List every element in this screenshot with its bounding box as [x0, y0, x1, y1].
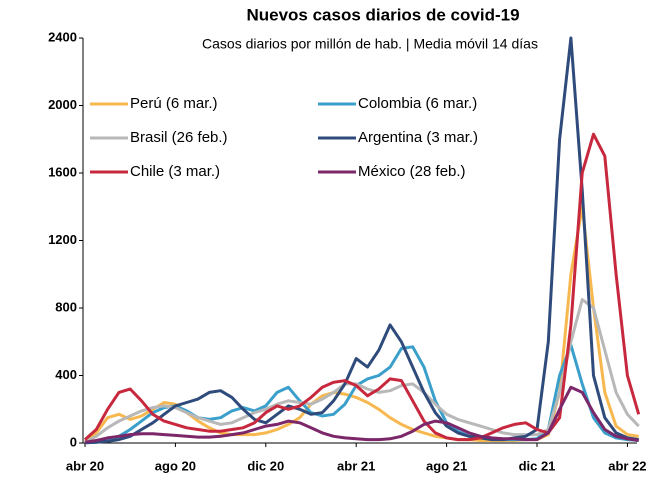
series-line [84, 298, 640, 444]
y-tick-label: 1200 [48, 232, 77, 247]
x-tick-label: ago 20 [155, 458, 196, 473]
x-tick-label: dic 20 [247, 458, 284, 473]
y-tick-label: 400 [55, 367, 77, 382]
chart-title: Nuevos casos diarios de covid-19 [246, 5, 519, 24]
x-tick-label: abr 21 [337, 458, 375, 473]
y-tick-label: 800 [55, 299, 77, 314]
legend-label: Brasil (26 feb.) [130, 129, 228, 146]
x-tick-label: dic 21 [519, 458, 556, 473]
x-tick-label: ago 21 [426, 458, 467, 473]
x-tick-label: abr 22 [608, 458, 646, 473]
legend-label: México (28 feb.) [358, 163, 466, 180]
legend-label: Perú (6 mar.) [130, 95, 218, 112]
y-tick-label: 2400 [48, 29, 77, 44]
series-line [84, 36, 639, 445]
legend-label: Chile (3 mar.) [130, 163, 220, 180]
legend-label: Colombia (6 mar.) [358, 95, 477, 112]
y-tick-label: 2000 [48, 97, 77, 112]
y-tick-label: 0 [70, 434, 77, 449]
series-line [84, 385, 639, 444]
chart-subtitle: Casos diarios por millón de hab. | Media… [202, 36, 538, 52]
x-tick-label: abr 20 [66, 458, 104, 473]
legend-label: Argentina (3 mar.) [358, 129, 478, 146]
series-line [84, 343, 639, 445]
y-tick-label: 1600 [48, 164, 77, 179]
